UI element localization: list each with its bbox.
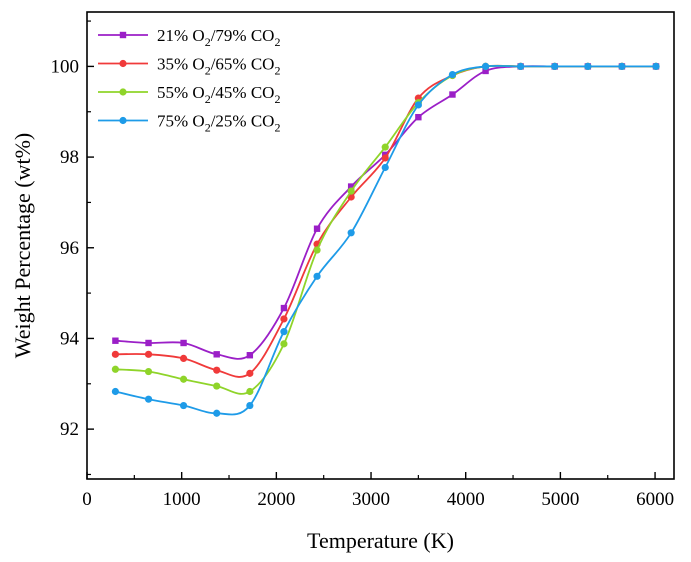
y-tick-label: 96	[60, 238, 79, 259]
data-point	[144, 395, 153, 403]
data-point	[246, 401, 254, 410]
x-axis-title: Temperature (K)	[307, 528, 454, 553]
data-point	[111, 350, 120, 358]
data-point	[551, 62, 559, 71]
data-point	[144, 367, 153, 376]
legend-marker	[119, 88, 127, 96]
data-point	[313, 225, 321, 232]
legend-marker	[119, 31, 127, 39]
data-point	[448, 70, 457, 79]
data-point	[213, 409, 221, 417]
data-point	[381, 163, 389, 172]
data-point	[112, 337, 119, 344]
x-tick-label: 0	[82, 489, 92, 510]
plot-frame	[86, 11, 675, 480]
data-point	[313, 272, 321, 280]
data-point	[145, 339, 152, 347]
y-axis-title: Weight Percentage (wt%)	[10, 133, 35, 358]
x-tick-label: 6000	[636, 489, 674, 510]
series-line	[115, 64, 656, 416]
data-point	[618, 62, 626, 71]
data-point	[280, 315, 288, 323]
data-point	[481, 62, 490, 71]
data-point	[482, 67, 489, 75]
data-point	[517, 62, 525, 71]
data-point	[179, 354, 188, 362]
series-1	[112, 63, 660, 360]
y-tick-label: 100	[51, 56, 80, 77]
series-line	[115, 65, 656, 360]
data-point	[449, 91, 456, 98]
legend-label: 55% O2/45% CO2	[157, 83, 280, 106]
data-point	[280, 340, 288, 348]
data-point	[414, 101, 422, 109]
legend-label: 21% O2/79% CO2	[157, 26, 280, 49]
data-point	[213, 382, 221, 390]
legend-label: 35% O2/65% CO2	[157, 55, 280, 78]
y-tick-label: 98	[60, 147, 79, 168]
data-point	[111, 365, 120, 373]
data-point	[415, 113, 422, 121]
data-point	[313, 246, 321, 254]
data-point	[213, 366, 221, 374]
legend-entry: 35% O2/65% CO2	[98, 55, 280, 78]
x-tick-label: 4000	[447, 489, 485, 510]
y-tick-label: 94	[60, 328, 80, 349]
data-point	[246, 387, 254, 396]
legend-entry: 55% O2/45% CO2	[98, 83, 280, 106]
data-point	[347, 229, 355, 237]
data-point	[381, 143, 389, 151]
y-tick-label: 92	[60, 419, 79, 440]
data-point	[347, 187, 355, 195]
data-point	[179, 401, 188, 410]
data-point	[213, 351, 220, 358]
x-tick-label: 2000	[257, 489, 295, 510]
legend: 21% O2/79% CO2 35% O2/65% CO2 55% O2/45% C…	[98, 26, 280, 135]
data-point	[280, 328, 288, 336]
data-point	[381, 154, 389, 162]
x-tick-label: 3000	[352, 489, 390, 510]
data-point	[111, 387, 120, 396]
data-point	[179, 375, 188, 383]
data-point	[144, 350, 153, 358]
data-point	[584, 62, 592, 71]
plot-area	[111, 62, 660, 417]
data-point	[246, 369, 254, 377]
data-point	[280, 304, 288, 312]
legend-entry: 75% O2/25% CO2	[98, 112, 280, 135]
series-4	[111, 62, 660, 417]
legend-marker	[119, 116, 127, 125]
data-point	[347, 183, 355, 190]
legend-label: 75% O2/25% CO2	[157, 112, 280, 135]
legend-entry: 21% O2/79% CO2	[98, 26, 280, 49]
series-2	[111, 62, 660, 378]
data-point	[652, 62, 660, 71]
data-point	[246, 352, 254, 359]
axis-ticks: 0 1000 2000 3000 4000 5000 6000 92 94 96 98 100	[51, 20, 674, 510]
x-tick-label: 5000	[541, 489, 579, 510]
x-tick-label: 1000	[163, 489, 201, 510]
legend-marker	[119, 59, 127, 68]
data-point	[180, 339, 187, 347]
